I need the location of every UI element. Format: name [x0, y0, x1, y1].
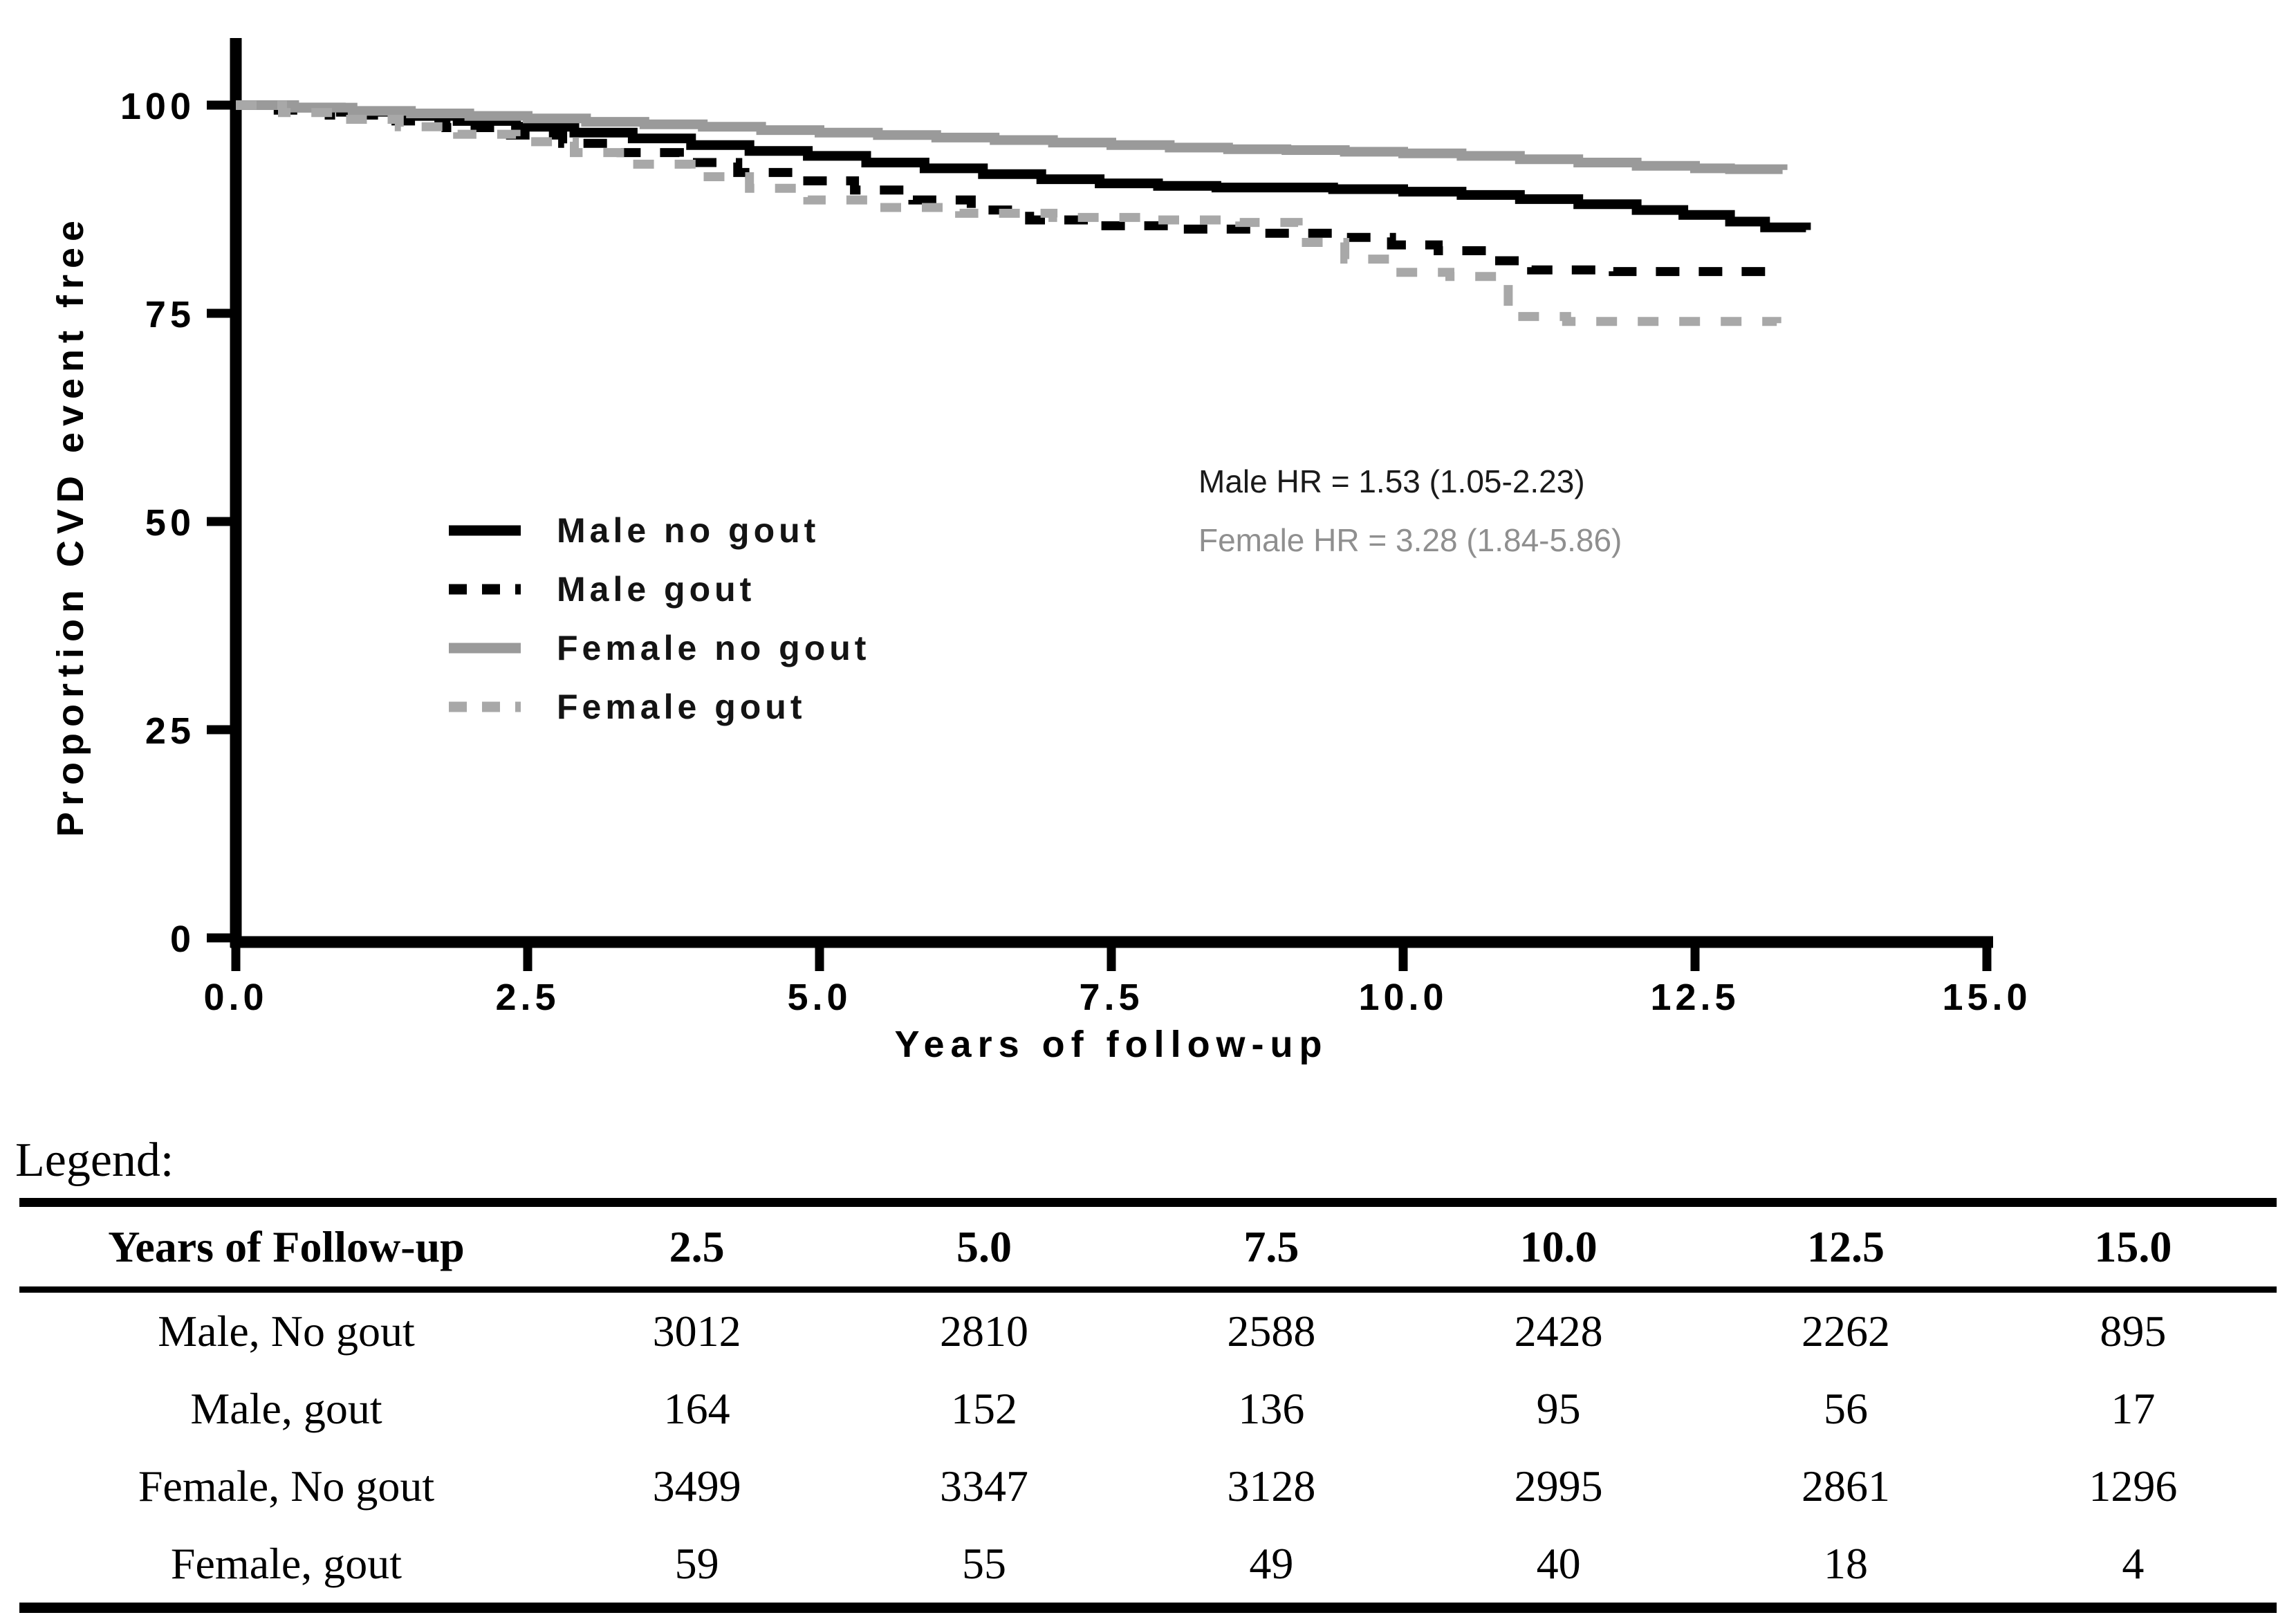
y-tick-label: 75	[145, 294, 195, 335]
legend-item-label: Female gout	[557, 687, 806, 726]
y-tick-marks	[207, 100, 236, 943]
cell-value: 56	[1823, 1384, 1868, 1433]
legend-item-label: Male no gout	[557, 510, 820, 550]
cell-value: 152	[950, 1384, 1017, 1433]
risk-table-header-row: Years of Follow-up 2.5 5.0 7.5 10.0 12.5…	[19, 1203, 2277, 1290]
line-swatch-solid-black	[449, 525, 521, 535]
series-male-no-gout	[236, 100, 1811, 232]
cell-value: 3499	[652, 1461, 741, 1511]
cell-value: 2861	[1801, 1461, 1890, 1511]
column-header: 10.0	[1519, 1221, 1598, 1271]
y-tick-label: 50	[145, 502, 195, 544]
cell-value: 136	[1238, 1384, 1305, 1433]
cell-value: 40	[1536, 1539, 1581, 1588]
legend-item-label: Female no gout	[557, 628, 871, 667]
table-heading: Legend:	[15, 1134, 174, 1187]
line-swatch-solid-gray	[449, 643, 521, 653]
legend-item-male-gout: Male gout	[446, 560, 870, 618]
table-row: Female, gout 59 55 49 40 18 4	[19, 1525, 2277, 1608]
cell-value: 3128	[1227, 1461, 1316, 1511]
series-male-gout	[236, 100, 1766, 277]
legend-item-label: Male gout	[557, 569, 756, 609]
cell-value: 49	[1249, 1539, 1294, 1588]
series-female-no-gout	[236, 100, 1788, 174]
table-row: Male, No gout 3012 2810 2588 2428 2262 8…	[19, 1290, 2277, 1371]
legend-item-female-gout: Female gout	[446, 677, 870, 736]
x-tick-label: 2.5	[495, 977, 559, 1018]
cell-value: 3347	[939, 1461, 1028, 1511]
column-header: 15.0	[2094, 1221, 2172, 1271]
x-tick-label: 10.0	[1358, 977, 1447, 1018]
cell-value: 2588	[1227, 1307, 1316, 1356]
column-header: Years of Follow-up	[108, 1221, 465, 1271]
row-label: Female, No gout	[138, 1461, 435, 1511]
cell-value: 2995	[1514, 1461, 1603, 1511]
x-tick-label: 5.0	[787, 977, 851, 1018]
x-axis-title: Years of follow-up	[894, 1024, 1328, 1065]
cell-value: 895	[2100, 1307, 2167, 1356]
table-row: Female, No gout 3499 3347 3128 2995 2861…	[19, 1448, 2277, 1525]
row-label: Male, gout	[190, 1384, 382, 1433]
cell-value: 2262	[1801, 1307, 1890, 1356]
cell-value: 18	[1823, 1539, 1868, 1588]
cell-value: 3012	[652, 1307, 741, 1356]
y-tick-label: 25	[145, 710, 195, 752]
column-header: 5.0	[956, 1221, 1012, 1271]
table-row: Male, gout 164 152 136 95 56 17	[19, 1370, 2277, 1448]
column-header: 7.5	[1243, 1221, 1299, 1271]
cell-value: 2810	[939, 1307, 1028, 1356]
cell-value: 59	[674, 1539, 719, 1588]
cell-value: 95	[1536, 1384, 1581, 1433]
x-tick-label: 7.5	[1079, 977, 1143, 1018]
x-tick-label: 0.0	[203, 977, 268, 1018]
plot-legend: Male no gout Male gout Female no gout Fe…	[446, 501, 870, 736]
row-label: Male, No gout	[158, 1307, 415, 1356]
column-header: 2.5	[669, 1221, 725, 1271]
cell-value: 17	[2111, 1384, 2156, 1433]
line-swatch-dashed-gray	[449, 701, 521, 712]
cell-value: 1296	[2089, 1461, 2178, 1511]
legend-item-female-no-gout: Female no gout	[446, 618, 870, 677]
x-tick-marks	[231, 942, 1992, 971]
annotation-male-hr: Male HR = 1.53 (1.05-2.23)	[1198, 463, 1585, 499]
x-tick-label: 15.0	[1942, 977, 2031, 1018]
column-header: 12.5	[1806, 1221, 1885, 1271]
cell-value: 164	[663, 1384, 730, 1433]
cell-value: 4	[2122, 1539, 2145, 1588]
km-chart-svg: 100 75 50 25 0 0.0 2.5 5.0 7.5 10.0 12.5…	[50, 38, 2031, 1065]
cell-value: 55	[961, 1539, 1006, 1588]
annotation-female-hr: Female HR = 3.28 (1.84-5.86)	[1198, 522, 1622, 558]
y-tick-label: 100	[120, 86, 195, 127]
risk-table: Years of Follow-up 2.5 5.0 7.5 10.0 12.5…	[19, 1198, 2277, 1613]
y-axis-title: Proportion CVD event free	[50, 214, 91, 837]
cell-value: 2428	[1514, 1307, 1603, 1356]
series-group	[236, 100, 1811, 326]
row-label: Female, gout	[170, 1539, 402, 1588]
line-swatch-dashed-black	[449, 584, 521, 594]
y-tick-label: 0	[170, 919, 195, 960]
legend-item-male-no-gout: Male no gout	[446, 501, 870, 560]
x-tick-label: 12.5	[1650, 977, 1739, 1018]
